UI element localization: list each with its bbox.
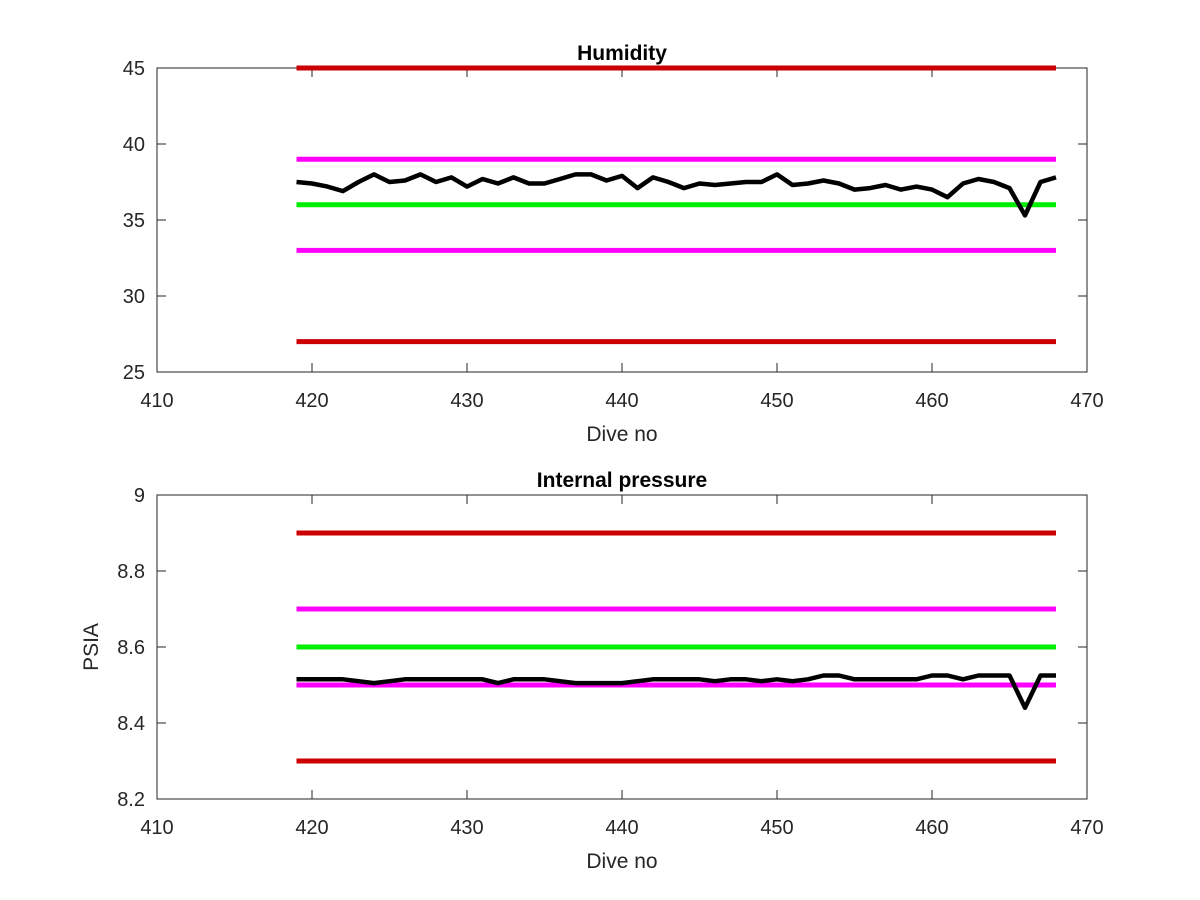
x-tick-label: 450 [760,390,793,412]
y-tick-label: 35 [123,210,145,232]
y-tick-label: 40 [123,134,145,156]
x-tick-label: 420 [295,390,328,412]
internal-pressure-chart: Internal pressure Dive no PSIA 410 420 430… [80,469,1104,873]
plot-area [156,67,1088,373]
y-tick-label: 8.8 [117,561,145,583]
y-axis-label: PSIA [80,623,103,671]
y-tick-label: 25 [123,362,145,384]
y-tick-label: 8.6 [117,637,145,659]
chart-title: Humidity [577,42,667,65]
x-axis-label: Dive no [586,850,657,873]
x-tick-label: 460 [915,817,948,839]
x-tick-label: 410 [140,390,173,412]
y-tick-label: 8.4 [117,713,145,735]
x-tick-label: 420 [295,817,328,839]
x-tick-label: 430 [450,817,483,839]
measurement-line [296,172,1057,218]
x-tick-label: 440 [605,390,638,412]
y-tick-label: 8.2 [117,789,145,811]
x-tick-label: 440 [605,817,638,839]
x-tick-label: 470 [1070,817,1103,839]
y-tick-label: 30 [123,286,145,308]
y-tick-label: 9 [134,485,145,507]
x-tick-label: 430 [450,390,483,412]
x-axis-label: Dive no [586,423,657,446]
chart-title: Internal pressure [537,469,707,492]
humidity-chart: Humidity Dive no 410 420 430 440 450 460 470 25… [123,42,1104,446]
x-tick-label: 450 [760,817,793,839]
x-tick-label: 410 [140,817,173,839]
x-tick-label: 460 [915,390,948,412]
measurement-line [296,673,1056,711]
y-tick-label: 45 [123,58,145,80]
x-tick-label: 470 [1070,390,1103,412]
